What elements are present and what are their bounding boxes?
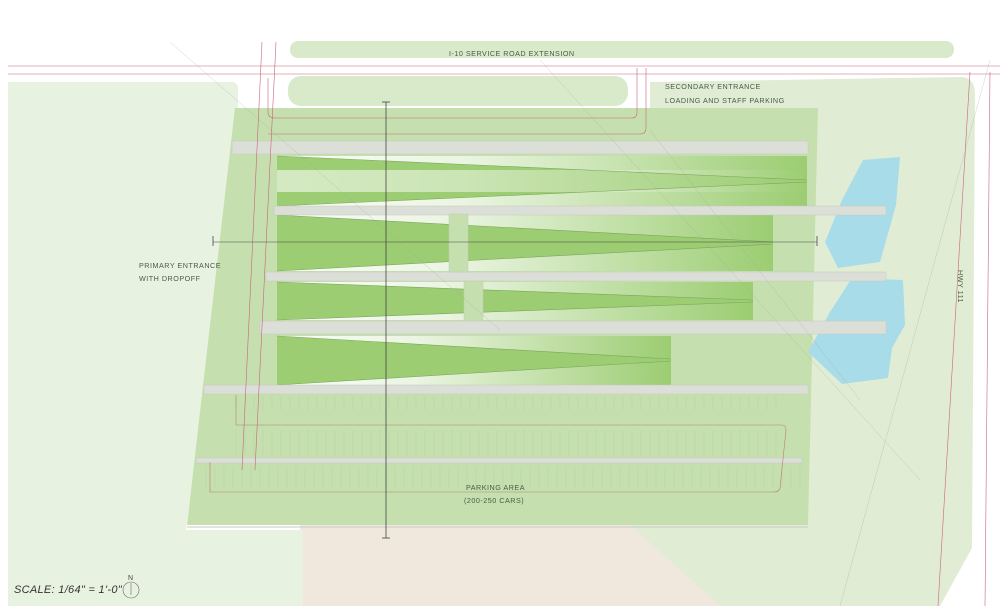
west-field (8, 82, 303, 606)
road-lines (8, 41, 1000, 606)
north-arrow-icon: N (121, 573, 141, 599)
staff-parking-label: LOADING AND STAFF PARKING (665, 96, 785, 105)
wedge-outlines (276, 155, 808, 386)
entry-island (288, 76, 628, 106)
section-line (212, 101, 818, 539)
diagonal-grid-lines (169, 41, 991, 606)
service-road-strip (290, 41, 954, 58)
parking-stripes (205, 396, 801, 488)
service-road-label: I-10 SERVICE ROAD EXTENSION (449, 49, 575, 58)
primary-entrance-label: PRIMARY ENTRANCE (139, 261, 222, 270)
north-letter: N (128, 575, 133, 582)
parking-capacity-label: (200-250 CARS) (464, 496, 525, 505)
parking-outline (209, 395, 787, 493)
walkways (195, 140, 887, 464)
scale-label: SCALE: 1/64" = 1'-0" (14, 584, 122, 596)
secondary-entrance-label: SECONDARY ENTRANCE (665, 82, 761, 91)
dropoff-label: WITH DROPOFF (139, 274, 201, 283)
highway-label: HWY 111 (956, 270, 965, 304)
parking-area-label: PARKING AREA (466, 483, 525, 492)
